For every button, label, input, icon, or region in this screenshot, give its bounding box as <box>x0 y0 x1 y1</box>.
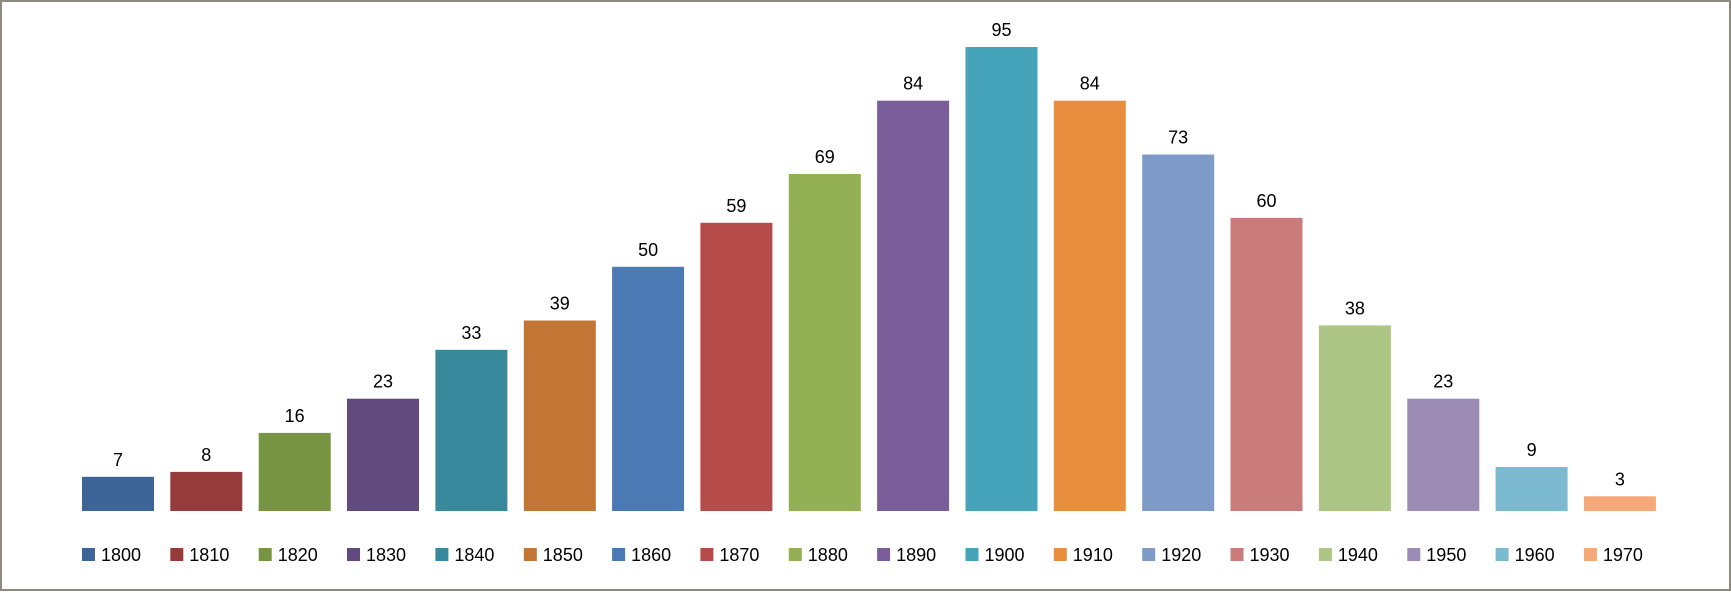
data-label-1810: 8 <box>201 445 211 465</box>
legend-swatch-1820 <box>258 548 272 561</box>
legend-label-1950: 1950 <box>1426 545 1466 565</box>
data-label-1960: 9 <box>1527 440 1537 460</box>
legend-label-1840: 1840 <box>454 545 494 565</box>
bar-1870 <box>700 222 773 512</box>
bar-1940 <box>1318 325 1391 511</box>
legend-swatch-1880 <box>788 548 802 561</box>
data-label-1880: 69 <box>815 147 835 167</box>
legend-label-1930: 1930 <box>1250 545 1290 565</box>
data-label-1820: 16 <box>285 406 305 426</box>
legend-label-1960: 1960 <box>1515 545 1555 565</box>
data-label-1840: 33 <box>461 323 481 343</box>
legend-swatch-1920 <box>1142 548 1156 561</box>
bar-1890 <box>877 100 950 511</box>
legend-swatch-1830 <box>347 548 360 561</box>
bar-1800 <box>82 476 154 511</box>
legend-swatch-1960 <box>1495 548 1509 561</box>
legend-swatch-1800 <box>82 548 95 561</box>
bar-1910 <box>1053 100 1126 511</box>
bar-1850 <box>523 320 596 511</box>
bar-1830 <box>347 398 419 511</box>
bar-1930 <box>1230 217 1303 511</box>
legend-label-1870: 1870 <box>719 545 759 565</box>
legend-swatch-1860 <box>612 548 626 561</box>
legend-label-1910: 1910 <box>1073 545 1113 565</box>
data-label-1920: 73 <box>1168 128 1188 148</box>
bar-1820 <box>258 432 331 511</box>
legend-label-1860: 1860 <box>631 545 671 565</box>
legend-label-1970: 1970 <box>1603 545 1643 565</box>
data-label-1850: 39 <box>550 294 570 314</box>
data-label-1870: 59 <box>726 196 746 216</box>
data-label-1890: 84 <box>903 74 923 94</box>
legend-label-1800: 1800 <box>101 545 141 565</box>
legend-swatch-1910 <box>1053 548 1067 561</box>
legend-swatch-1890 <box>877 548 891 561</box>
legend-label-1920: 1920 <box>1161 545 1201 565</box>
legend-label-1810: 1810 <box>189 545 229 565</box>
bar-1840 <box>435 349 508 511</box>
legend-label-1890: 1890 <box>896 545 936 565</box>
data-label-1800: 7 <box>113 450 123 470</box>
legend-label-1820: 1820 <box>278 545 318 565</box>
legend-swatch-1870 <box>700 548 714 561</box>
data-label-1830: 23 <box>373 372 393 392</box>
bar-1900 <box>965 47 1038 511</box>
data-label-1970: 3 <box>1615 469 1625 489</box>
data-label-1930: 60 <box>1256 191 1276 211</box>
legend-swatch-1930 <box>1230 548 1244 561</box>
legend-swatch-1810 <box>170 548 184 561</box>
legend-label-1940: 1940 <box>1338 545 1378 565</box>
bar-1860 <box>612 266 685 511</box>
legend-swatch-1950 <box>1407 548 1421 561</box>
legend-label-1900: 1900 <box>985 545 1025 565</box>
legend-label-1850: 1850 <box>543 545 583 565</box>
legend-swatch-1970 <box>1583 548 1597 561</box>
data-label-1940: 38 <box>1345 298 1365 318</box>
bar-1960 <box>1495 467 1568 511</box>
bar-1970 <box>1583 496 1656 511</box>
bar-1950 <box>1407 398 1480 511</box>
data-label-1860: 50 <box>638 240 658 260</box>
legend-label-1830: 1830 <box>366 545 406 565</box>
bar-1920 <box>1142 154 1215 511</box>
bar-1810 <box>170 471 243 511</box>
legend-swatch-1840 <box>435 548 449 561</box>
bar-1880 <box>788 174 861 511</box>
data-label-1910: 84 <box>1080 74 1100 94</box>
data-label-1900: 95 <box>991 20 1011 40</box>
data-label-1950: 23 <box>1433 372 1453 392</box>
legend-label-1880: 1880 <box>808 545 848 565</box>
legend-swatch-1940 <box>1318 548 1332 561</box>
legend-swatch-1900 <box>965 548 979 561</box>
legend-swatch-1850 <box>523 548 537 561</box>
